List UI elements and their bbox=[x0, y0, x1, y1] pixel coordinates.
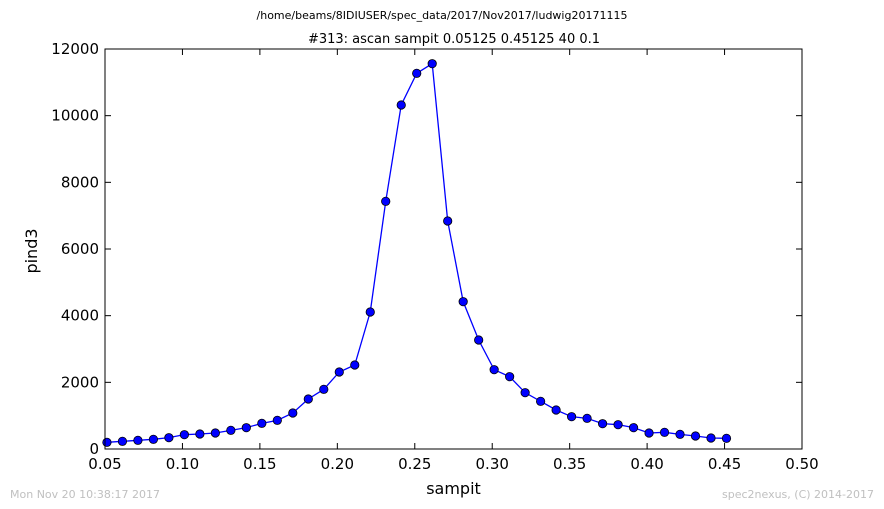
data-point bbox=[117, 436, 128, 446]
data-point bbox=[505, 372, 515, 382]
x-tick-label: 0.50 bbox=[785, 455, 818, 473]
axes-frame bbox=[104, 48, 803, 450]
data-point bbox=[288, 408, 298, 418]
data-point bbox=[102, 437, 112, 447]
x-tick-label: 0.10 bbox=[166, 455, 199, 473]
data-point bbox=[195, 429, 205, 439]
y-tick-label: 4000 bbox=[61, 307, 99, 325]
x-axis-label: sampit bbox=[426, 479, 481, 498]
data-point bbox=[412, 68, 422, 78]
data-point bbox=[690, 431, 701, 441]
data-point bbox=[427, 59, 437, 69]
x-tick-label: 0.25 bbox=[398, 455, 431, 473]
data-point bbox=[721, 433, 732, 443]
y-tick-label: 6000 bbox=[61, 240, 99, 258]
data-point bbox=[613, 420, 623, 430]
data-point bbox=[350, 360, 360, 370]
y-tick-label: 12000 bbox=[51, 40, 99, 58]
data-point bbox=[148, 434, 159, 444]
data-point bbox=[536, 396, 546, 406]
y-axis-label: pind3 bbox=[22, 228, 41, 273]
data-point bbox=[365, 307, 375, 317]
data-point bbox=[458, 297, 468, 307]
data-point bbox=[551, 405, 561, 415]
plot-area: 0.05 0.10 0.15 0.20 0.25 0.30 0.35 0.40 0.45 0.50… bbox=[51, 40, 818, 473]
x-tick-label: 0.15 bbox=[243, 455, 276, 473]
y-tick-label: 8000 bbox=[61, 173, 99, 191]
data-point bbox=[706, 433, 716, 443]
data-point bbox=[520, 388, 530, 398]
data-point bbox=[257, 418, 267, 428]
footer-timestamp: Mon Nov 20 10:38:17 2017 bbox=[10, 488, 161, 501]
y-tick-label: 2000 bbox=[61, 373, 99, 391]
data-point bbox=[226, 425, 236, 435]
y-tick-label: 0 bbox=[89, 440, 99, 458]
data-point bbox=[659, 427, 670, 437]
data-point bbox=[334, 367, 344, 377]
data-point bbox=[567, 412, 577, 422]
data-point bbox=[133, 435, 143, 445]
y-tick-label: 10000 bbox=[51, 107, 99, 125]
data-point bbox=[272, 415, 282, 425]
data-point bbox=[319, 384, 329, 394]
data-point bbox=[210, 428, 220, 438]
figure-suptitle: /home/beams/8IDIUSER/spec_data/2017/Nov2… bbox=[256, 9, 628, 22]
data-point bbox=[396, 100, 406, 110]
x-tick-label: 0.35 bbox=[553, 455, 586, 473]
x-tick-label: 0.30 bbox=[476, 455, 509, 473]
data-point bbox=[582, 413, 592, 423]
x-tick-label: 0.40 bbox=[630, 455, 663, 473]
data-point bbox=[628, 423, 639, 433]
data-point bbox=[381, 196, 391, 206]
x-tick-label: 0.20 bbox=[321, 455, 354, 473]
chart-title: #313: ascan sampit 0.05125 0.45125 40 0.… bbox=[308, 32, 600, 47]
data-point bbox=[597, 419, 608, 429]
data-point bbox=[303, 394, 313, 404]
footer-credit: spec2nexus, (C) 2014-2017 bbox=[722, 488, 874, 501]
x-tick-label: 0.45 bbox=[708, 455, 741, 473]
data-point bbox=[644, 428, 654, 438]
data-point bbox=[241, 423, 251, 433]
data-point bbox=[443, 216, 453, 226]
data-point bbox=[164, 433, 174, 443]
data-point bbox=[489, 365, 499, 375]
data-point bbox=[179, 430, 189, 440]
x-tick-label: 0.05 bbox=[88, 455, 121, 473]
data-point bbox=[474, 335, 484, 345]
series-line bbox=[106, 62, 727, 443]
data-point bbox=[675, 429, 685, 439]
